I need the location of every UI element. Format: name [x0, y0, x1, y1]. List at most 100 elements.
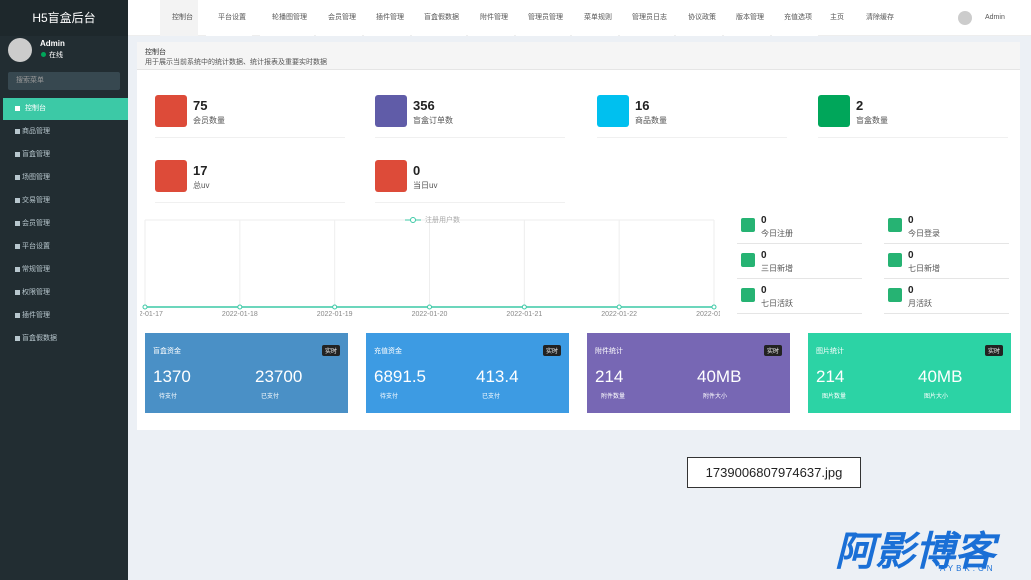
point	[616, 304, 622, 310]
nav-right[interactable]: 主页	[830, 14, 844, 21]
menu-item[interactable]: 交易管理	[22, 197, 50, 204]
x-tick-label: 2022-01-19	[317, 311, 353, 318]
status-dot	[41, 52, 46, 57]
mini-label: 今日注册	[761, 229, 793, 238]
top-avatar	[958, 11, 972, 25]
stat-label: 盲盒数量	[856, 116, 888, 125]
legend-label: 注册用户数	[425, 215, 460, 224]
stat-rule	[375, 202, 565, 203]
menu-item[interactable]: 常规管理	[22, 266, 50, 273]
card-b: 23700	[255, 367, 303, 386]
panel-header	[137, 42, 1020, 70]
stat-icon	[155, 95, 187, 127]
stat-label: 总uv	[193, 181, 210, 190]
nav-right[interactable]: 清除缓存	[866, 14, 894, 21]
mini-rule	[884, 243, 1009, 244]
point	[521, 304, 527, 310]
stat-rule	[818, 137, 1008, 138]
menu-icon	[15, 175, 20, 180]
stat-value: 16	[635, 98, 650, 113]
menu-item[interactable]: 场图管理	[22, 174, 50, 181]
card-al: 图片数量	[822, 394, 847, 400]
card-bl: 附件大小	[703, 394, 728, 400]
stat-card: 充值资金 实时 6891.5 413.4 待支付 已支付	[366, 333, 569, 413]
menu-icon	[15, 152, 20, 157]
mini-label: 三日新增	[761, 264, 793, 273]
mini-icon	[888, 288, 902, 302]
stat-value: 17	[193, 163, 208, 178]
chart: 2022-01-17 2022-01-18 2022-01-19 2022-01-20…	[140, 215, 720, 318]
mini-rule	[737, 243, 862, 244]
card-bl: 已支付	[261, 394, 280, 400]
mini-value: 0	[908, 285, 914, 296]
menu-item[interactable]: 插件管理	[22, 312, 50, 319]
menu-item[interactable]: 盲盒假数据	[22, 335, 57, 342]
stat-label: 商品数量	[635, 116, 667, 125]
sidebar	[0, 0, 128, 580]
nav-tab[interactable]: 插件管理	[364, 0, 410, 36]
card-title: 盲盒资金	[153, 348, 181, 355]
menu-item[interactable]: 盲盒管理	[22, 151, 50, 158]
card-tag: 实时	[984, 345, 1003, 356]
point	[142, 304, 148, 310]
stat-card: 图片统计 实时 214 40MB 图片数量 图片大小	[808, 333, 1011, 413]
menu-icon	[15, 313, 20, 318]
mini-rule	[884, 278, 1009, 279]
search[interactable]: 搜索菜单	[8, 72, 120, 90]
mini-label: 今日登录	[908, 229, 940, 238]
mini-icon	[741, 253, 755, 267]
menu-icon	[15, 221, 20, 226]
mini-label: 七日新增	[908, 264, 940, 273]
nav-tab[interactable]: 充值选项	[772, 0, 818, 36]
point	[427, 304, 432, 310]
card-al: 待支付	[380, 394, 399, 400]
stat-icon	[375, 95, 407, 127]
nav-tab[interactable]: 管理员日志	[620, 0, 674, 36]
x-tick-label: 2022-01-17	[140, 311, 163, 318]
card-a: 214	[595, 367, 624, 386]
stat-rule	[375, 137, 565, 138]
nav-tab[interactable]: 会员管理	[316, 0, 362, 36]
user-status: 在线	[49, 52, 63, 59]
point	[332, 304, 338, 310]
menu-item[interactable]: 平台设置	[22, 243, 50, 250]
nav-tab[interactable]: 协议政策	[676, 0, 722, 36]
mini-label: 七日活跃	[761, 299, 793, 308]
stat-icon	[155, 160, 187, 192]
nav-tab[interactable]: 盲盒假数据	[412, 0, 466, 36]
stat-label: 会员数量	[193, 116, 225, 125]
card-al: 待支付	[159, 394, 178, 400]
stat-icon	[597, 95, 629, 127]
nav-tab[interactable]: 版本管理	[724, 0, 770, 36]
card-a: 6891.5	[374, 367, 426, 386]
card-al: 附件数量	[601, 394, 626, 400]
card-title: 附件统计	[595, 348, 623, 355]
menu-item[interactable]: 商品管理	[22, 128, 50, 135]
menu-icon	[15, 244, 20, 249]
nav-tab[interactable]: 平台设置	[206, 0, 252, 36]
mini-value: 0	[761, 285, 767, 296]
x-tick-label: 2022-01-21	[506, 311, 542, 318]
menu-icon	[15, 106, 20, 111]
menu-item[interactable]: 控制台	[3, 98, 128, 120]
card-tag: 实时	[763, 345, 782, 356]
nav-tab[interactable]: 轮播图管理	[260, 0, 314, 36]
nav-tab[interactable]: 管理员管理	[516, 0, 570, 36]
mini-icon	[741, 288, 755, 302]
card-tag: 实时	[542, 345, 561, 356]
mini-rule	[884, 313, 1009, 314]
mini-rule	[737, 278, 862, 279]
stat-icon	[818, 95, 850, 127]
x-tick-label: 2022-01-22	[601, 311, 637, 318]
stat-card: 盲盒资金 实时 1370 23700 待支付 已支付	[145, 333, 348, 413]
stat-label: 当日uv	[413, 181, 438, 190]
menu-item[interactable]: 权限管理	[22, 289, 50, 296]
user-name: Admin	[40, 39, 65, 48]
menu-icon	[15, 267, 20, 272]
nav-tab[interactable]: 附件管理	[468, 0, 514, 36]
nav-tab[interactable]: 菜单规则	[572, 0, 618, 36]
nav-right[interactable]: Admin	[985, 14, 1005, 21]
menu-item[interactable]: 会员管理	[22, 220, 50, 227]
nav-tab[interactable]: 控制台	[160, 0, 198, 36]
